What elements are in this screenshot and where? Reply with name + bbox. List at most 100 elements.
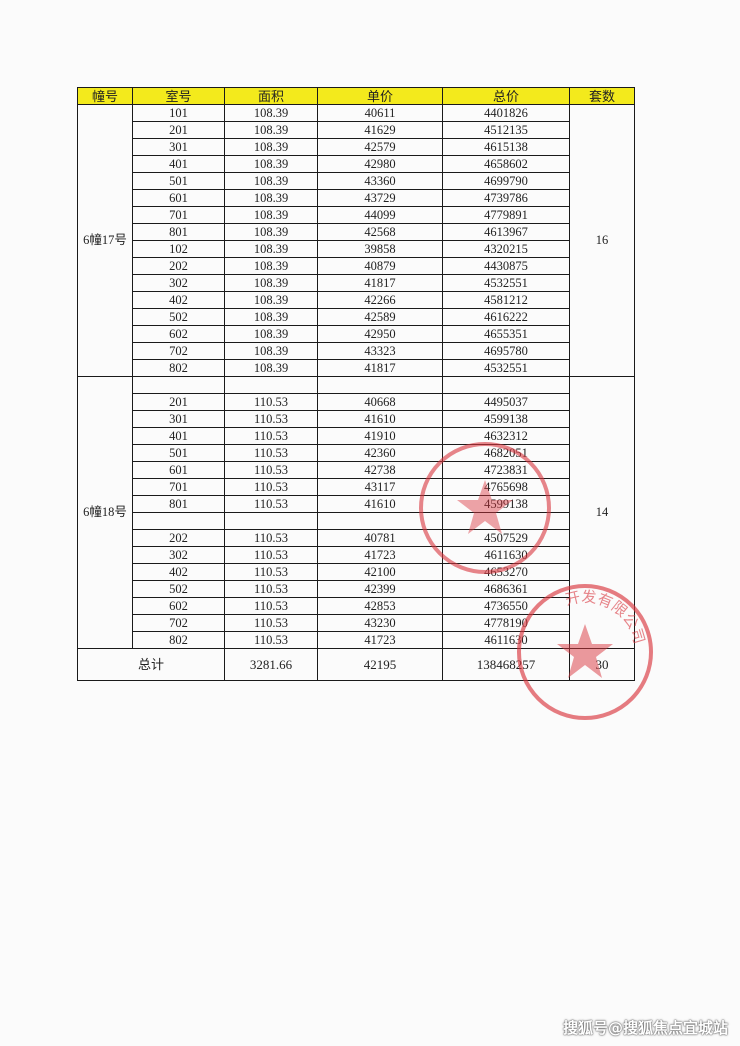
area-cell: 110.53 <box>224 427 318 445</box>
total-price-cell: 4616222 <box>442 308 570 326</box>
total-price-cell: 4682051 <box>442 444 570 462</box>
area-cell: 108.39 <box>224 223 318 241</box>
table-row: 602 110.53 42853 4736550 <box>78 597 635 615</box>
area-cell: 110.53 <box>224 631 318 649</box>
room-cell: 201 <box>132 121 225 139</box>
total-price-cell: 4739786 <box>442 189 570 207</box>
total-label: 总计 <box>77 648 225 681</box>
total-price-cell: 4779891 <box>442 206 570 224</box>
room-cell <box>132 512 225 530</box>
room-cell: 602 <box>132 325 225 343</box>
room-cell: 501 <box>132 444 225 462</box>
total-price-cell: 4581212 <box>442 291 570 309</box>
area-cell: 108.39 <box>224 291 318 309</box>
room-cell: 501 <box>132 172 225 190</box>
room-cell: 202 <box>132 257 225 275</box>
table-row: 102 108.39 39858 4320215 <box>78 240 635 258</box>
unit-price-cell: 42360 <box>317 444 443 462</box>
building-cell: 6幢17号 <box>77 104 133 377</box>
area-cell: 110.53 <box>224 461 318 479</box>
header-unit-price: 单价 <box>317 87 443 105</box>
total-unit-price: 42195 <box>317 648 443 681</box>
area-cell: 108.39 <box>224 274 318 292</box>
area-cell <box>224 512 318 530</box>
total-price-cell: 4615138 <box>442 138 570 156</box>
total-price-cell <box>442 376 570 394</box>
unit-price-cell: 41723 <box>317 546 443 564</box>
total-price-cell: 4723831 <box>442 461 570 479</box>
room-cell: 302 <box>132 546 225 564</box>
unit-price-cell: 42579 <box>317 138 443 156</box>
room-cell: 402 <box>132 563 225 581</box>
unit-price-cell: 43117 <box>317 478 443 496</box>
unit-price-cell: 42980 <box>317 155 443 173</box>
room-cell: 502 <box>132 580 225 598</box>
unit-price-cell: 43323 <box>317 342 443 360</box>
area-cell: 108.39 <box>224 172 318 190</box>
table-row: 801 110.53 41610 4599138 <box>78 495 635 513</box>
room-cell: 601 <box>132 461 225 479</box>
room-cell: 301 <box>132 410 225 428</box>
room-cell <box>132 376 225 394</box>
unit-price-cell: 42950 <box>317 325 443 343</box>
total-price-cell: 4512135 <box>442 121 570 139</box>
table-row: 502 110.53 42399 4686361 <box>78 580 635 598</box>
unit-price-cell: 41629 <box>317 121 443 139</box>
table-row: 501 108.39 43360 4699790 <box>78 172 635 190</box>
count-cell: 16 <box>569 104 635 377</box>
total-price-cell: 4532551 <box>442 359 570 377</box>
room-cell: 601 <box>132 189 225 207</box>
unit-price-cell: 40879 <box>317 257 443 275</box>
room-cell: 702 <box>132 342 225 360</box>
unit-price-cell: 41817 <box>317 274 443 292</box>
area-cell <box>224 376 318 394</box>
table-row: 301 110.53 41610 4599138 <box>78 410 635 428</box>
table-row: 602 108.39 42950 4655351 <box>78 325 635 343</box>
unit-price-cell: 42853 <box>317 597 443 615</box>
header-total-price: 总价 <box>442 87 570 105</box>
unit-price-cell: 41610 <box>317 495 443 513</box>
total-price-cell: 4658602 <box>442 155 570 173</box>
total-price-cell: 4686361 <box>442 580 570 598</box>
room-cell: 101 <box>132 104 225 122</box>
unit-price-cell: 43230 <box>317 614 443 632</box>
table-row: 802 110.53 41723 4611630 <box>78 631 635 649</box>
total-price-cell: 4778190 <box>442 614 570 632</box>
total-price-cell: 4507529 <box>442 529 570 547</box>
table-row: 6幢18号 14 <box>77 376 635 649</box>
unit-price-cell <box>317 376 443 394</box>
table-row: 6幢17号 101 108.39 40611 4401826 16 <box>77 104 635 377</box>
total-price-cell: 4736550 <box>442 597 570 615</box>
total-price-cell: 4611630 <box>442 546 570 564</box>
total-price-cell: 4599138 <box>442 495 570 513</box>
total-price-cell <box>442 512 570 530</box>
area-cell: 110.53 <box>224 529 318 547</box>
unit-price-cell: 42568 <box>317 223 443 241</box>
unit-price-cell: 41817 <box>317 359 443 377</box>
room-cell: 602 <box>132 597 225 615</box>
unit-price-cell: 43360 <box>317 172 443 190</box>
room-cell: 202 <box>132 529 225 547</box>
table-row: 601 110.53 42738 4723831 <box>78 461 635 479</box>
table-row: 402 108.39 42266 4581212 <box>78 291 635 309</box>
unit-price-cell: 41910 <box>317 427 443 445</box>
unit-price-cell: 42399 <box>317 580 443 598</box>
table-header-row: 幢号 室号 面积 单价 总价 套数 <box>77 87 635 105</box>
header-room: 室号 <box>132 87 225 105</box>
table-row: 401 110.53 41910 4632312 <box>78 427 635 445</box>
unit-price-cell: 41610 <box>317 410 443 428</box>
area-cell: 108.39 <box>224 121 318 139</box>
room-cell: 301 <box>132 138 225 156</box>
table-row: 702 108.39 43323 4695780 <box>78 342 635 360</box>
table-row: 601 108.39 43729 4739786 <box>78 189 635 207</box>
header-count: 套数 <box>569 87 635 105</box>
room-cell: 102 <box>132 240 225 258</box>
total-price-cell: 4653270 <box>442 563 570 581</box>
total-price-cell: 4695780 <box>442 342 570 360</box>
table-row: 402 110.53 42100 4653270 <box>78 563 635 581</box>
total-area: 3281.66 <box>224 648 318 681</box>
table-row: 502 108.39 42589 4616222 <box>78 308 635 326</box>
area-cell: 110.53 <box>224 546 318 564</box>
table-row: 201 108.39 41629 4512135 <box>78 121 635 139</box>
table-row: 202 110.53 40781 4507529 <box>78 529 635 547</box>
